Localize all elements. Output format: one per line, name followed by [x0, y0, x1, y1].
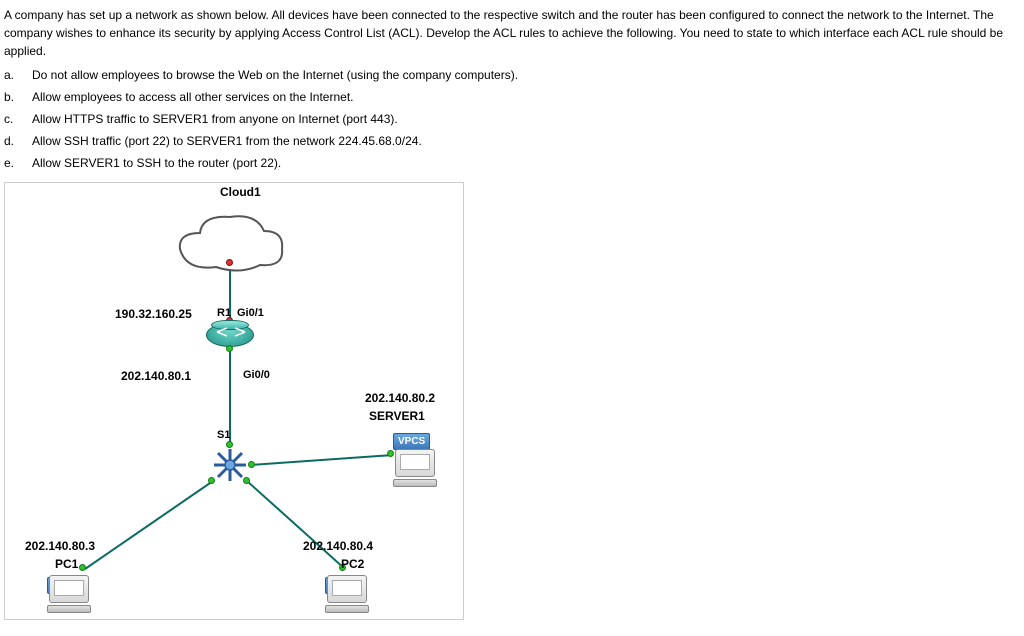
router-iface-out: Gi0/1 — [237, 307, 264, 319]
req-text: Allow HTTPS traffic to SERVER1 from anyo… — [32, 112, 1020, 126]
link-dot — [208, 477, 215, 484]
req-letter: e. — [4, 156, 32, 170]
req-text: Do not allow employees to browse the Web… — [32, 68, 1020, 82]
server1-icon — [391, 449, 439, 489]
pc2-icon — [323, 575, 371, 615]
router-inside-ip: 202.140.80.1 — [121, 369, 191, 383]
server1-label: SERVER1 — [369, 409, 425, 423]
req-text: Allow SERVER1 to SSH to the router (port… — [32, 156, 1020, 170]
pc1-icon — [45, 575, 93, 615]
requirement-row: b. Allow employees to access all other s… — [4, 86, 1020, 108]
network-diagram: Cloud1 190.32.160.25 R1 Gi0/1 202.140.80… — [4, 182, 464, 620]
pc1-ip: 202.140.80.3 — [25, 539, 95, 553]
server1-vpcs-badge: VPCS — [393, 433, 430, 450]
req-letter: c. — [4, 112, 32, 126]
requirement-row: a. Do not allow employees to browse the … — [4, 64, 1020, 86]
requirement-row: e. Allow SERVER1 to SSH to the router (p… — [4, 152, 1020, 174]
router-outside-ip: 190.32.160.25 — [115, 307, 192, 321]
router-label: R1 — [217, 307, 231, 319]
requirements-list: a. Do not allow employees to browse the … — [0, 62, 1024, 178]
req-letter: b. — [4, 90, 32, 104]
link-dot — [243, 477, 250, 484]
link-dot — [79, 564, 86, 571]
pc2-ip: 202.140.80.4 — [303, 539, 373, 553]
cloud-label: Cloud1 — [220, 185, 261, 199]
pc2-label: PC2 — [341, 557, 364, 571]
link-dot — [226, 259, 233, 266]
router-iface-in: Gi0/0 — [243, 369, 270, 381]
req-letter: d. — [4, 134, 32, 148]
req-text: Allow SSH traffic (port 22) to SERVER1 f… — [32, 134, 1020, 148]
link-dot — [248, 461, 255, 468]
link-dot — [226, 441, 233, 448]
pc1-label: PC1 — [55, 557, 78, 571]
link-dot — [226, 345, 233, 352]
router-icon — [206, 323, 254, 347]
problem-intro: A company has set up a network as shown … — [0, 0, 1024, 62]
requirement-row: c. Allow HTTPS traffic to SERVER1 from a… — [4, 108, 1020, 130]
req-text: Allow employees to access all other serv… — [32, 90, 1020, 104]
switch-label: S1 — [217, 429, 230, 441]
req-letter: a. — [4, 68, 32, 82]
server1-ip: 202.140.80.2 — [365, 391, 435, 405]
requirement-row: d. Allow SSH traffic (port 22) to SERVER… — [4, 130, 1020, 152]
